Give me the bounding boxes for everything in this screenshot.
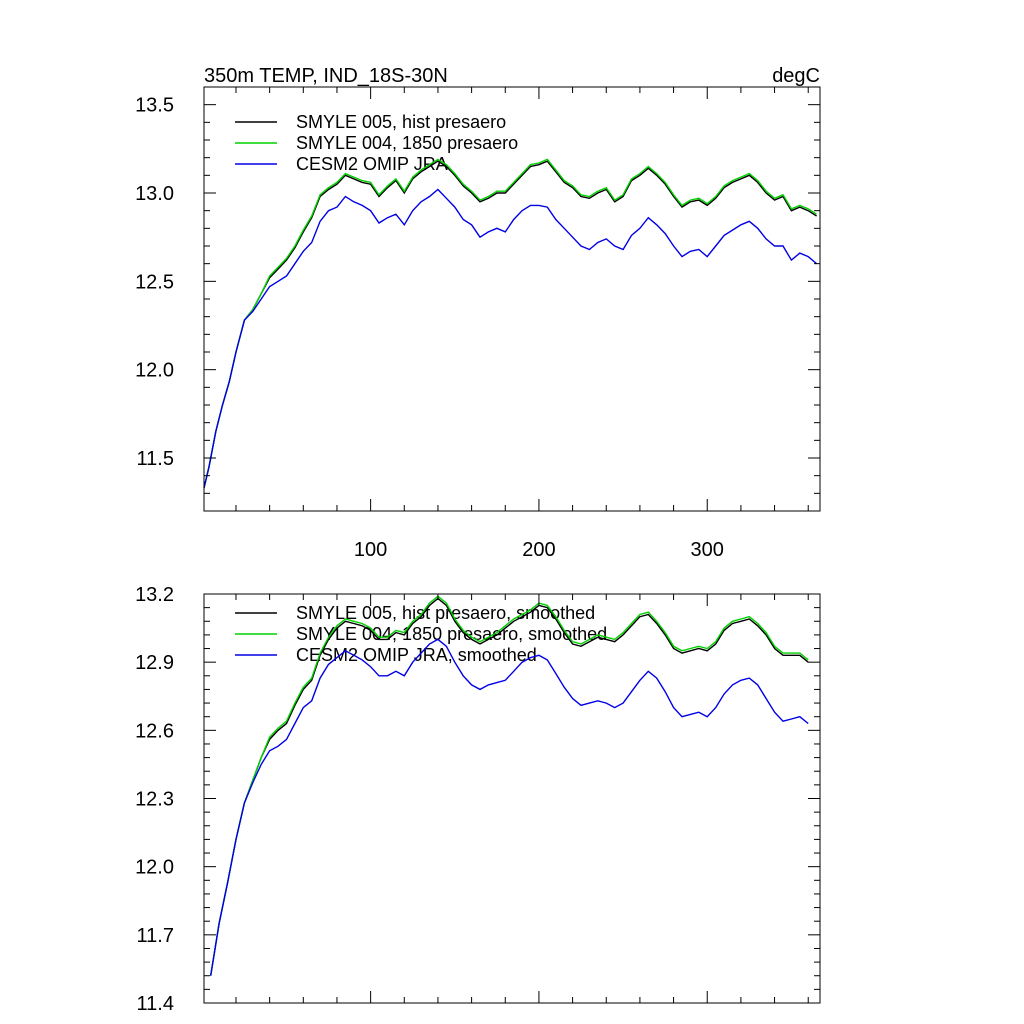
series-line-3 <box>210 638 809 976</box>
legend-label-2: SMYLE 004, 1850 presaero <box>296 133 518 153</box>
series-line-2 <box>203 158 817 489</box>
y-tick-label: 12.5 <box>135 271 174 293</box>
y-tick-label: 11.5 <box>137 448 174 470</box>
x-tick-label: 100 <box>354 539 387 561</box>
series-line-3 <box>203 188 818 489</box>
top-chart-plot-area: 11.5 12.0 12.5 13.0 13.5 100 200 300 <box>135 86 821 561</box>
y-tick-label: 11.7 <box>137 925 174 947</box>
series-line-1 <box>210 597 809 976</box>
y-tick-label: 12.9 <box>135 652 174 674</box>
bottom-chart-plot-area: 11.4 11.7 12.0 12.3 12.6 12.9 13.2 <box>135 584 821 1015</box>
y-tick-label: 13.5 <box>135 95 174 117</box>
chart-units: degC <box>772 65 820 87</box>
y-tick-label: 13.2 <box>135 584 174 606</box>
series-line-2 <box>210 595 809 976</box>
x-tick-label: 300 <box>691 539 724 561</box>
y-tick-label: 11.4 <box>137 993 174 1015</box>
top-chart-panel: 350m TEMP, IND_18S-30N degC SMYLE 005, h… <box>135 65 821 561</box>
legend-label-3: CESM2 OMIP JRA, smoothed <box>296 645 537 665</box>
bottom-chart-panel: SMYLE 005, hist presaero, smoothedSMYLE … <box>135 584 821 1015</box>
y-tick-label: 12.0 <box>135 857 174 879</box>
legend-label-2: SMYLE 004, 1850 presaero, smoothed <box>296 624 607 644</box>
chart-title: 350m TEMP, IND_18S-30N <box>204 65 448 87</box>
series-line-1 <box>203 160 817 489</box>
legend-label-3: CESM2 OMIP JRA <box>296 154 448 174</box>
y-tick-label: 12.0 <box>135 360 174 382</box>
x-tick-label: 200 <box>522 539 555 561</box>
y-tick-label: 13.0 <box>135 183 174 205</box>
legend-label-1: SMYLE 005, hist presaero, smoothed <box>296 603 595 623</box>
y-tick-label: 12.6 <box>135 720 174 742</box>
legend-label-1: SMYLE 005, hist presaero <box>296 112 506 132</box>
y-tick-label: 12.3 <box>135 789 174 811</box>
